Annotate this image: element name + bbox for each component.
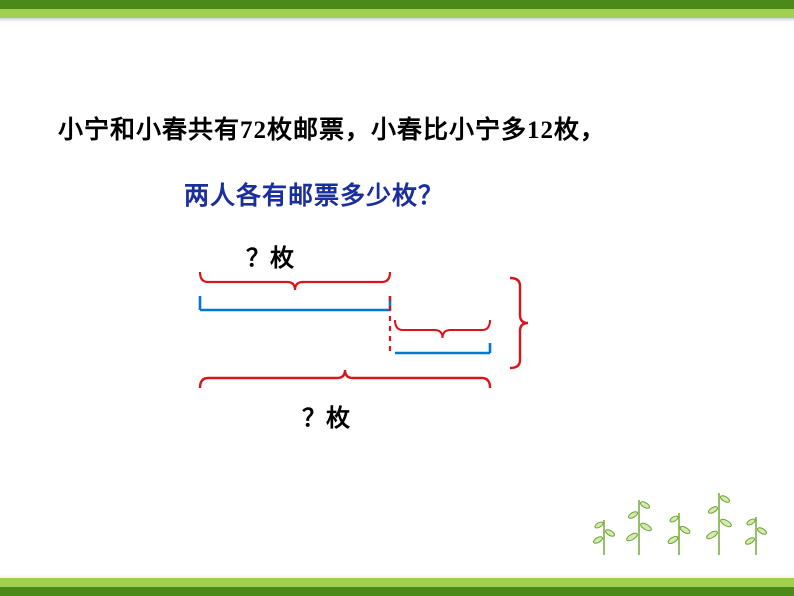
label-bottom: ？枚 <box>302 398 350 433</box>
bar-1 <box>200 296 390 310</box>
bottom-brace <box>200 370 490 388</box>
bottom-stripe-dark <box>0 587 794 596</box>
right-brace <box>510 278 528 368</box>
top-border <box>0 0 794 18</box>
bar-diagram: ？枚 <box>150 238 570 458</box>
bar-2 <box>395 343 490 353</box>
problem-text-line2: 两人各有邮票多少枚？ <box>184 176 444 212</box>
plants-decoration <box>584 470 784 560</box>
small-brace <box>395 320 490 338</box>
top-stripe-dark <box>0 0 794 9</box>
bottom-border <box>0 578 794 596</box>
problem-text-line1: 小宁和小春共有72枚邮票，小春比小宁多12枚， <box>58 110 606 146</box>
slide: 小宁和小春共有72枚邮票，小春比小宁多12枚， 两人各有邮票多少枚？ ？枚 <box>0 0 794 596</box>
bottom-stripe-light <box>0 578 794 587</box>
top-brace <box>200 272 390 290</box>
shadow-top <box>0 18 794 22</box>
content-area: 小宁和小春共有72枚邮票，小春比小宁多12枚， 两人各有邮票多少枚？ ？枚 <box>0 18 794 578</box>
diagram-svg <box>150 238 570 428</box>
top-stripe-light <box>0 9 794 18</box>
